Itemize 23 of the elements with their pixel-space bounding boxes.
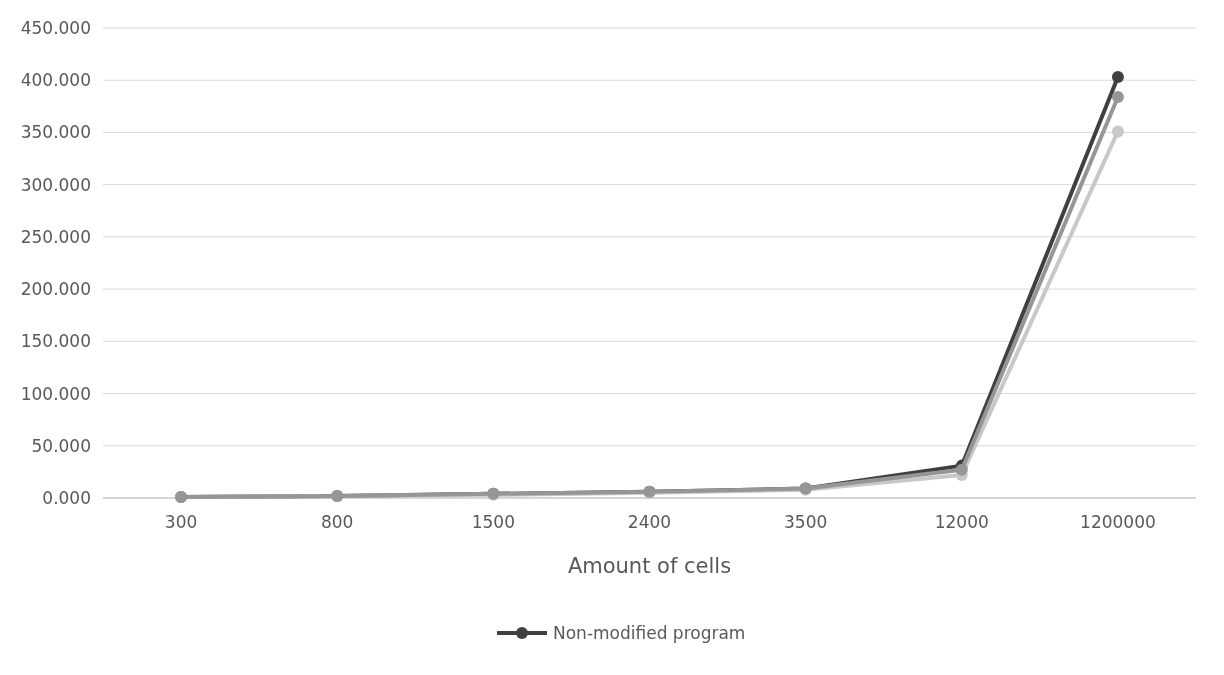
- x-tick-label: 3500: [784, 512, 828, 532]
- y-tick-label: 100.000: [20, 383, 91, 404]
- y-tick-label: 250.000: [20, 226, 91, 247]
- x-tick-label: 800: [320, 512, 354, 532]
- x-tick-label: 12000: [934, 512, 989, 532]
- point: [1111, 90, 1124, 103]
- point: [1111, 71, 1124, 84]
- y-tick-label: 400.000: [20, 70, 91, 91]
- x-tick-label: 2400: [627, 512, 672, 532]
- y-tick-label: 200.000: [20, 279, 91, 300]
- y-tick-label: 450.000: [20, 17, 91, 38]
- x-tick-label: 1200000: [1080, 512, 1156, 532]
- y-tick-label: 350.000: [20, 122, 91, 143]
- y-tick-label: 150.000: [20, 331, 91, 352]
- y-tick-label: 0.000: [42, 487, 91, 508]
- y-tick-label: 300.000: [20, 174, 91, 195]
- point: [1111, 125, 1124, 138]
- x-tick-label: 300: [164, 512, 198, 532]
- y-tick-label: 50.000: [31, 435, 91, 456]
- legend-label: Non-modified program: [553, 622, 746, 643]
- x-tick-label: 1500: [471, 512, 515, 532]
- x-axis-title: Amount of cells: [567, 554, 732, 578]
- point: [955, 463, 968, 476]
